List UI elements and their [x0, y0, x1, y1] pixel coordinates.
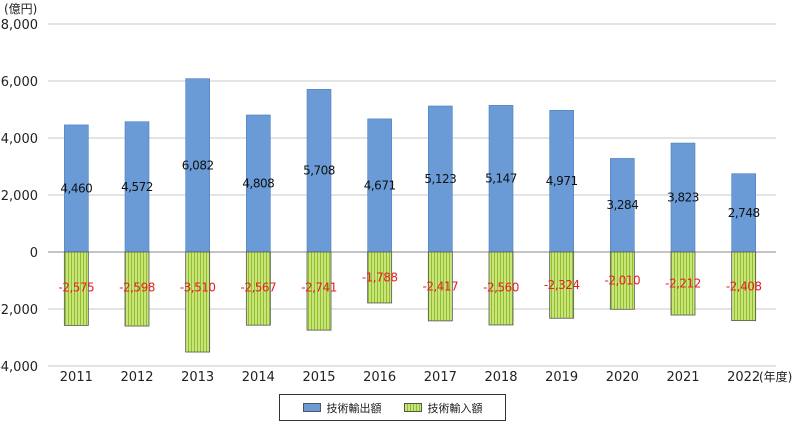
bar-import-2021 [670, 251, 696, 316]
bar-import-2018 [488, 251, 514, 326]
bar-import-2019 [549, 251, 575, 319]
x-tick-label: 2012 [120, 370, 153, 385]
bar-import-2014 [245, 251, 271, 326]
data-label-import-2017: -2,417 [422, 279, 458, 293]
legend-label-import: 技術輸入額 [427, 401, 483, 415]
data-label-export-2019: 4,971 [546, 174, 578, 188]
bar-export-2020 [610, 158, 635, 253]
y-tick-label: -2,000 [0, 303, 38, 318]
x-tick-label: 2013 [181, 370, 214, 385]
y-tick-label: 2,000 [1, 189, 38, 204]
bar-export-2016 [367, 118, 392, 253]
y-tick-label: -4,000 [0, 360, 38, 375]
data-label-export-2022: 2,748 [728, 206, 760, 220]
bar-import-2013 [185, 251, 211, 353]
gridlines [48, 23, 776, 367]
y-unit-label: (億円) [4, 2, 37, 16]
bar-export-2018 [488, 105, 514, 253]
data-label-export-2021: 3,823 [667, 191, 699, 205]
bar-export-2015 [306, 89, 332, 253]
data-label-import-2015: -2,741 [301, 281, 337, 295]
bar-import-2015 [306, 251, 332, 331]
data-label-export-2017: 5,123 [424, 172, 456, 186]
x-tick-label: 2018 [484, 370, 517, 385]
x-tick-label: 2014 [242, 370, 275, 385]
x-tick-label: 2022 [727, 370, 760, 385]
x-axis: 2011 2012 2013 2014 2015 2016 2017 2018 2019 2020… [60, 370, 760, 385]
bar-import-2016 [367, 251, 393, 304]
data-label-import-2016: -1,788 [362, 270, 398, 284]
legend-swatch-export [302, 403, 321, 412]
legend-item-export: 技術輸出額 [302, 400, 382, 416]
data-label-import-2011: -2,575 [58, 281, 94, 295]
bar-export-2013 [185, 78, 210, 253]
data-label-import-2020: -2,010 [604, 274, 640, 288]
data-label-export-2014: 4,808 [242, 176, 274, 190]
legend: 技術輸出額 技術輸入額 [279, 394, 506, 421]
y-tick-label: 8,000 [1, 18, 38, 33]
bar-export-2019 [549, 110, 574, 253]
bar-export-2014 [246, 114, 271, 253]
data-label-import-2019: -2,324 [544, 278, 580, 292]
legend-item-import: 技術輸入額 [403, 400, 483, 416]
bar-export-2012 [124, 121, 150, 253]
y-tick-label: 6,000 [1, 75, 38, 90]
data-label-import-2014: -2,567 [240, 281, 276, 295]
bar-import-2012 [124, 251, 150, 327]
data-label-export-2013: 6,082 [182, 158, 214, 172]
data-label-export-2012: 4,572 [121, 180, 153, 194]
bars: 4,460 -2,575 4,572 -2,598 6,082 -3,510 4,808 -2… [58, 78, 762, 353]
legend-swatch-import [403, 403, 422, 412]
data-label-export-2016: 4,671 [364, 178, 396, 192]
x-tick-label: 2011 [60, 370, 93, 385]
x-tick-label: 2019 [545, 370, 578, 385]
data-label-import-2021: -2,212 [665, 277, 701, 291]
data-label-export-2015: 5,708 [303, 164, 335, 178]
x-tick-label: 2020 [606, 370, 639, 385]
data-label-import-2022: -2,408 [726, 279, 762, 293]
data-label-export-2020: 3,284 [606, 198, 638, 212]
data-label-import-2012: -2,598 [119, 281, 155, 295]
legend-label-export: 技術輸出額 [326, 401, 382, 415]
bar-import-2017 [427, 251, 453, 322]
data-label-export-2018: 5,147 [485, 172, 517, 186]
x-tick-label: 2017 [424, 370, 457, 385]
x-tick-label: 2016 [363, 370, 396, 385]
y-tick-label: 0 [30, 246, 38, 261]
data-label-import-2013: -3,510 [180, 281, 216, 295]
x-tick-label: 2021 [666, 370, 699, 385]
bar-export-2011 [64, 124, 89, 253]
bar-export-2021 [670, 142, 696, 253]
bar-import-2020 [609, 251, 635, 310]
bar-import-2022 [731, 251, 757, 322]
x-tick-label: 2015 [302, 370, 335, 385]
data-label-export-2011: 4,460 [60, 181, 92, 195]
y-tick-label: 4,000 [1, 132, 38, 147]
bar-export-2017 [428, 105, 453, 253]
x-unit-label: (年度) [759, 369, 792, 384]
data-label-import-2018: -2,560 [483, 281, 519, 295]
bar-import-2011 [63, 251, 89, 326]
y-axis: -4,000 -2,000 0 2,000 4,000 6,000 8,000 [0, 18, 38, 375]
